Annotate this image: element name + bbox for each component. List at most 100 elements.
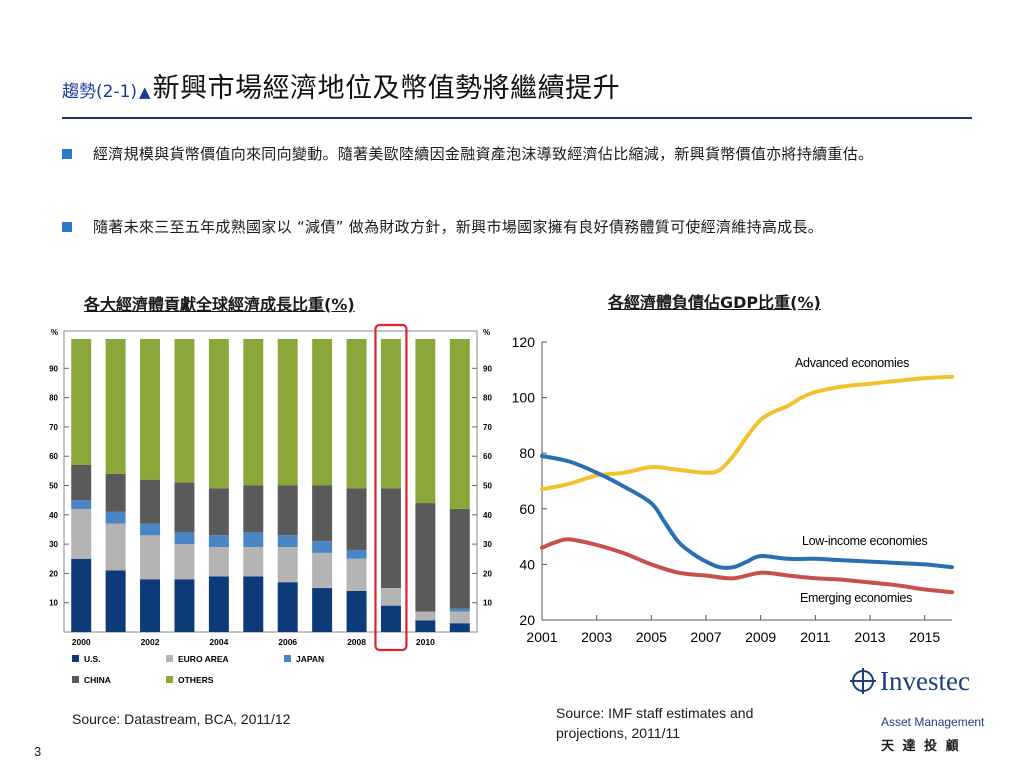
legend-label: OTHERS xyxy=(178,675,214,685)
y-tick-label: 60 xyxy=(519,501,535,517)
bar-segment xyxy=(140,479,161,524)
y-tick-label: 40 xyxy=(49,511,58,520)
triangle-icon: ▲ xyxy=(139,83,151,101)
bar-segment xyxy=(243,485,264,533)
right-chart-heading: 各經濟體負債佔GDP比重(%) xyxy=(608,293,821,312)
bar-segment xyxy=(71,464,92,501)
x-tick-label: 2005 xyxy=(636,629,667,645)
bar-segment xyxy=(346,488,367,550)
x-tick-label: 2010 xyxy=(416,637,435,647)
bar-segment xyxy=(277,339,298,486)
x-tick-label: 2008 xyxy=(347,637,366,647)
y-tick-label: 10 xyxy=(483,599,492,608)
bar-segment xyxy=(105,570,126,632)
bar-segment xyxy=(71,339,92,465)
y-tick-label: 60 xyxy=(49,452,58,461)
y-tick-label: 50 xyxy=(49,482,58,491)
y-tick-label: 20 xyxy=(519,612,535,628)
bar-segment xyxy=(140,579,161,632)
page-number: 3 xyxy=(34,744,42,759)
bar-segment xyxy=(208,576,229,632)
y-tick-label: 80 xyxy=(519,445,535,461)
bar-segment xyxy=(312,541,333,553)
y-tick-label: 60 xyxy=(483,452,492,461)
x-tick-label: 2004 xyxy=(209,637,228,647)
bar-segment xyxy=(277,547,298,583)
bar-segment xyxy=(105,339,126,474)
bar-segment xyxy=(174,532,195,545)
y-tick-label: 70 xyxy=(483,423,492,432)
x-tick-label: 2006 xyxy=(278,637,297,647)
y-tick-label: 30 xyxy=(49,540,58,549)
bar-segment xyxy=(312,588,333,632)
bar-segment xyxy=(277,582,298,632)
bar-segment xyxy=(174,482,195,533)
y-tick-label: 30 xyxy=(483,540,492,549)
legend-swatch xyxy=(284,655,291,662)
bar-segment xyxy=(312,339,333,486)
investec-zebra-icon xyxy=(850,668,876,694)
series-line xyxy=(540,374,954,492)
bar-segment xyxy=(312,552,333,589)
series-line xyxy=(540,537,954,595)
y-tick-label: 40 xyxy=(483,511,492,520)
bar-segment xyxy=(71,500,92,509)
y-unit-label: % xyxy=(483,328,490,337)
bar-segment xyxy=(105,511,126,524)
y-tick-label: 20 xyxy=(49,569,58,578)
y-tick-label: 90 xyxy=(49,364,58,373)
legend-swatch xyxy=(166,676,173,683)
bar-segment xyxy=(449,608,470,612)
bar-segment xyxy=(380,588,401,606)
bar-segment xyxy=(346,590,367,632)
square-bullet-icon xyxy=(62,149,72,159)
page-title: 新興市場經濟地位及幣值勢將繼續提升 xyxy=(152,73,621,104)
bar-segment xyxy=(243,532,264,548)
highlight-box xyxy=(374,323,408,652)
bullet-text: 隨著未來三至五年成熟國家以 “減債” 做為財政方針，新興市場國家擁有良好債務體質… xyxy=(93,218,824,236)
investec-logo: Investec Asset Management 天 達 投 顧 xyxy=(850,666,1010,763)
series-label: Emerging economies xyxy=(800,591,912,605)
x-tick-label: 2015 xyxy=(909,629,940,645)
bar-segment xyxy=(140,339,161,480)
x-tick-label: 2002 xyxy=(141,637,160,647)
bar-segment xyxy=(71,558,92,632)
bar-segment xyxy=(449,339,470,509)
y-tick-label: 90 xyxy=(483,364,492,373)
bar-segment xyxy=(174,544,195,580)
bullet-text: 經濟規模與貨幣價值向來同向變動。隨著美歐陸續因金融資產泡沫導致經濟佔比縮減，新興… xyxy=(93,145,874,163)
left-chart-heading: 各大經濟體貢獻全球經濟成長比重(%) xyxy=(84,295,355,314)
bar-segment xyxy=(208,488,229,536)
bar-segment xyxy=(243,547,264,577)
bullet-item: 隨著未來三至五年成熟國家以 “減債” 做為財政方針，新興市場國家擁有良好債務體質… xyxy=(62,211,962,243)
bar-segment xyxy=(346,558,367,591)
bar-segment xyxy=(208,339,229,489)
bar-segment xyxy=(208,535,229,548)
logo-chinese: 天 達 投 顧 xyxy=(881,739,961,754)
bar-segment xyxy=(449,623,470,632)
debt-line-chart: 20 40 60 80 100 120 2001 2003 2005 2007 2009 2011 20… xyxy=(512,334,954,645)
bar-segment xyxy=(243,339,264,486)
legend-label: U.S. xyxy=(84,654,101,664)
x-tick-label: 2013 xyxy=(854,629,885,645)
x-tick-label: 2000 xyxy=(72,637,91,647)
series-label: Low-income economies xyxy=(802,534,927,548)
bar-segment xyxy=(243,576,264,632)
bullet-item: 經濟規模與貨幣價值向來同向變動。隨著美歐陸續因金融資產泡沫導致經濟佔比縮減，新興… xyxy=(62,138,962,170)
series-label: Advanced economies xyxy=(795,356,909,370)
left-source: Source: Datastream, BCA, 2011/12 xyxy=(72,711,291,727)
bar-segment xyxy=(140,535,161,580)
y-tick-label: 40 xyxy=(519,556,535,572)
x-tick-label: 2011 xyxy=(800,629,830,645)
bar-segment xyxy=(449,508,470,609)
bar-segment xyxy=(174,579,195,632)
x-tick-label: 2009 xyxy=(745,629,776,645)
bar-segment xyxy=(140,523,161,536)
bar-segment xyxy=(277,535,298,548)
y-tick-label: 120 xyxy=(512,334,536,350)
plot-frame xyxy=(63,330,478,633)
bar-segment xyxy=(312,485,333,542)
square-bullet-icon xyxy=(62,222,72,232)
bar-segment xyxy=(415,620,436,632)
slide-title: 趨勢(2-1) ▲ 新興市場經濟地位及幣值勢將繼續提升 xyxy=(62,66,620,106)
